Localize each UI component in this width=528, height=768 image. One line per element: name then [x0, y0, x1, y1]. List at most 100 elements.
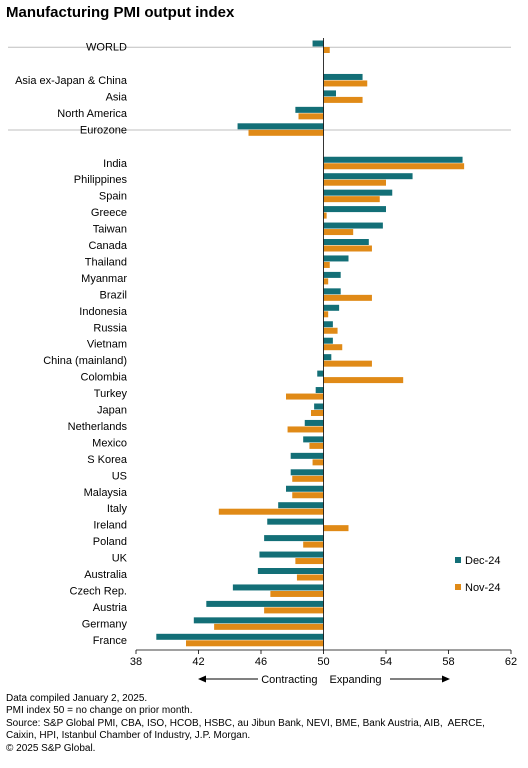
- category-label-spain: Spain: [99, 191, 127, 203]
- category-label-philippines: Philippines: [74, 174, 128, 186]
- category-label-china-mainland: China (mainland): [43, 355, 127, 367]
- bar-dec-24-brazil: [323, 288, 341, 295]
- bar-dec-24-france: [156, 633, 324, 640]
- x-tick-label: 46: [255, 656, 267, 668]
- category-label-taiwan: Taiwan: [93, 224, 127, 236]
- bar-dec-24-asia-ex-japan-china: [323, 73, 363, 80]
- footnotes: Data compiled January 2, 2025. PMI index…: [6, 693, 506, 755]
- chart-title: Manufacturing PMI output index: [6, 4, 235, 21]
- bar-nov-24-north-america: [298, 113, 324, 120]
- bar-nov-24-malaysia: [292, 492, 324, 499]
- bar-nov-24-spain: [323, 196, 380, 203]
- bar-dec-24-austria: [206, 600, 324, 607]
- bar-dec-24-s-korea: [290, 452, 324, 459]
- category-label-s-korea: S Korea: [87, 454, 128, 466]
- bar-dec-24-japan: [314, 403, 324, 410]
- bar-dec-24-greece: [323, 206, 386, 213]
- bar-nov-24-colombia: [323, 377, 404, 384]
- bar-dec-24-myanmar: [323, 271, 341, 278]
- category-label-world: WORLD: [86, 42, 127, 54]
- legend-label-dec-24: Dec-24: [465, 555, 500, 567]
- bar-dec-24-philippines: [323, 173, 413, 180]
- bar-dec-24-ireland: [267, 518, 324, 525]
- footnote-source: Source: S&P Global PMI, CBA, ISO, HCOB, …: [6, 717, 488, 742]
- bar-nov-24-czech-rep: [270, 590, 324, 597]
- bar-nov-24-italy: [218, 508, 324, 515]
- bar-dec-24-us: [290, 469, 324, 476]
- category-label-france: France: [93, 635, 127, 647]
- category-label-austria: Austria: [93, 602, 128, 614]
- bar-dec-24-poland: [264, 535, 324, 542]
- category-label-mexico: Mexico: [92, 437, 127, 449]
- category-label-australia: Australia: [84, 569, 128, 581]
- category-label-italy: Italy: [107, 503, 128, 515]
- bar-nov-24-canada: [323, 245, 372, 252]
- category-label-eurozone: Eurozone: [80, 124, 127, 136]
- bar-dec-24-indonesia: [323, 304, 340, 311]
- bar-nov-24-russia: [323, 327, 338, 334]
- bar-nov-24-germany: [214, 623, 324, 630]
- contracting-arrow-head: [198, 675, 206, 683]
- category-label-turkey: Turkey: [94, 388, 128, 400]
- bar-nov-24-indonesia: [323, 311, 329, 318]
- bar-dec-24-china-mainland: [323, 354, 332, 361]
- footnote-copyright: © 2025 S&P Global.: [6, 742, 96, 754]
- bar-nov-24-asia: [323, 96, 363, 103]
- category-label-uk: UK: [112, 553, 128, 565]
- category-label-thailand: Thailand: [85, 256, 127, 268]
- legend-swatch-nov-24: [455, 584, 461, 590]
- bar-dec-24-north-america: [295, 106, 324, 113]
- category-label-myanmar: Myanmar: [81, 273, 127, 285]
- category-label-us: US: [112, 470, 127, 482]
- bar-nov-24-myanmar: [323, 278, 329, 285]
- bar-nov-24-uk: [295, 558, 324, 565]
- bar-dec-24-eurozone: [237, 123, 324, 130]
- bar-nov-24-us: [292, 475, 324, 482]
- bar-nov-24-netherlands: [287, 426, 324, 433]
- bar-dec-24-india: [323, 156, 463, 163]
- category-label-malaysia: Malaysia: [84, 487, 128, 499]
- x-tick-label: 50: [317, 656, 329, 668]
- bar-dec-24-uk: [259, 551, 324, 558]
- x-tick-label: 54: [380, 656, 392, 668]
- bar-nov-24-s-korea: [312, 459, 324, 466]
- bar-dec-24-world: [312, 40, 324, 47]
- bar-dec-24-spain: [323, 189, 393, 196]
- bar-nov-24-turkey: [286, 393, 324, 400]
- bar-dec-24-russia: [323, 321, 333, 328]
- expanding-label: Expanding: [330, 674, 382, 686]
- category-label-north-america: North America: [57, 108, 128, 120]
- x-tick-label: 58: [442, 656, 454, 668]
- bar-dec-24-mexico: [303, 436, 324, 443]
- category-label-colombia: Colombia: [81, 372, 128, 384]
- bar-dec-24-italy: [278, 502, 324, 509]
- category-label-india: India: [103, 158, 128, 170]
- bar-nov-24-asia-ex-japan-china: [323, 80, 368, 87]
- bar-dec-24-australia: [257, 568, 324, 574]
- category-label-japan: Japan: [97, 405, 127, 417]
- category-label-russia: Russia: [93, 322, 128, 334]
- legend-swatch-dec-24: [455, 557, 461, 563]
- bar-dec-24-czech-rep: [232, 584, 324, 591]
- bar-nov-24-greece: [323, 212, 327, 219]
- bar-dec-24-colombia: [317, 370, 324, 377]
- bar-dec-24-asia: [323, 90, 336, 97]
- bar-nov-24-india: [323, 163, 465, 170]
- x-tick-label: 42: [192, 656, 204, 668]
- bar-dec-24-netherlands: [304, 419, 324, 426]
- x-tick-label: 62: [505, 656, 517, 668]
- expanding-arrow-head: [442, 675, 450, 683]
- bar-nov-24-ireland: [323, 525, 349, 532]
- bar-nov-24-mexico: [309, 442, 324, 449]
- bar-nov-24-australia: [296, 574, 324, 581]
- bar-chart: WORLD Asia ex-Japan & China Asia North Amer…: [8, 38, 517, 686]
- bar-nov-24-china-mainland: [323, 360, 372, 367]
- bar-nov-24-eurozone: [248, 129, 324, 136]
- category-label-greece: Greece: [91, 207, 127, 219]
- bar-nov-24-poland: [303, 541, 324, 548]
- category-label-canada: Canada: [88, 240, 127, 252]
- contracting-label: Contracting: [261, 674, 317, 686]
- bar-dec-24-thailand: [323, 255, 349, 262]
- bar-nov-24-taiwan: [323, 229, 354, 236]
- bar-nov-24-world: [323, 47, 330, 53]
